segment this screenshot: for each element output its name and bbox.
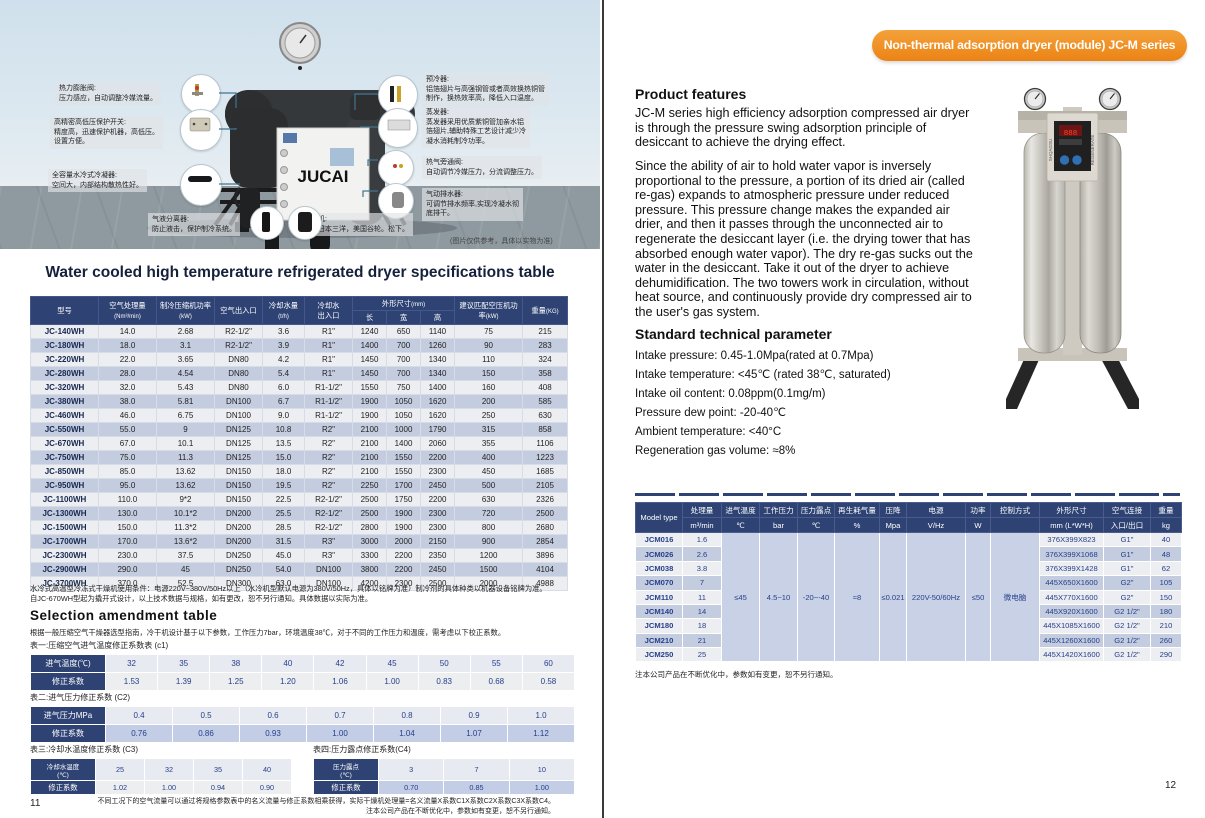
svg-text:888: 888 <box>1064 130 1078 138</box>
svg-text:REGENERATE: REGENERATE <box>1090 135 1095 166</box>
svg-text:SHQAGSU: SHQAGSU <box>1048 139 1053 162</box>
